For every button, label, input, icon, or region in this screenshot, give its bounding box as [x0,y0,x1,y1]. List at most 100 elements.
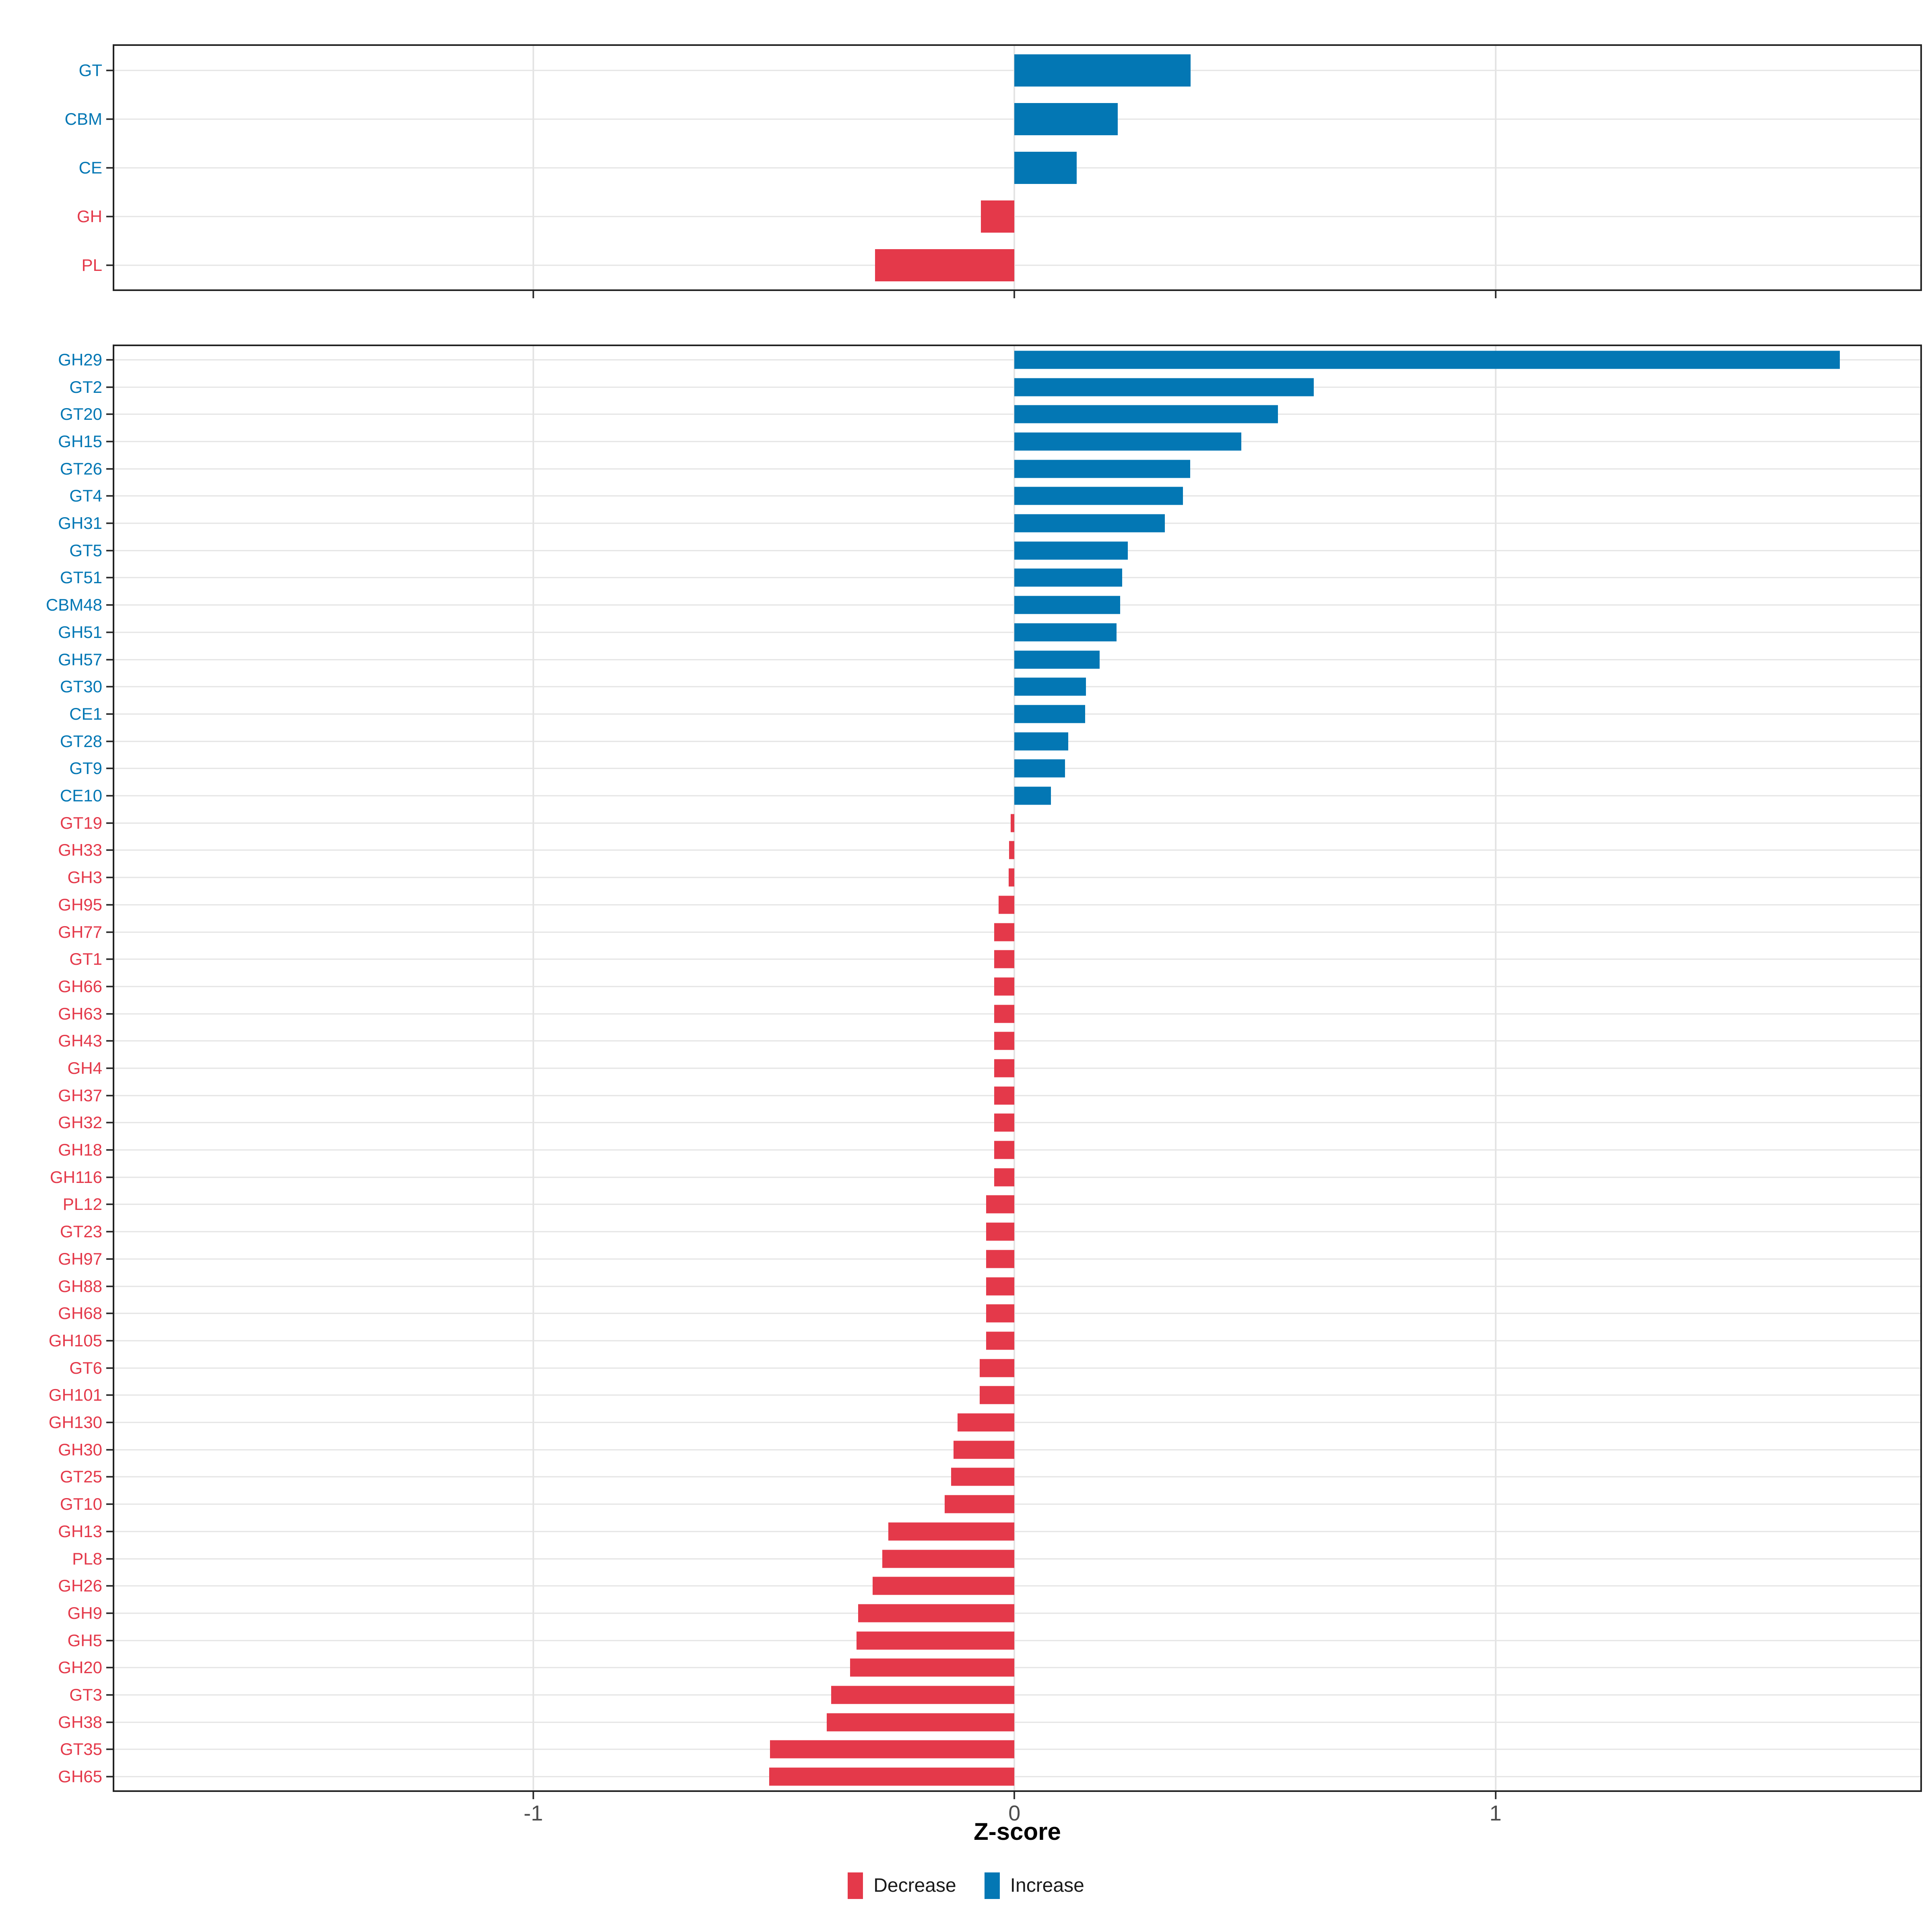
x-tick-1 [1494,1792,1496,1799]
category-label-GT35: GT35 [60,1740,102,1759]
category-label-GH3: GH3 [67,868,102,887]
category-label-GT26: GT26 [60,459,102,478]
h-gridline [114,1422,1920,1423]
bar-GH43 [994,1032,1015,1050]
bar-GT51 [1014,568,1123,587]
y-tick-CE1 [106,713,113,715]
category-label-GT30: GT30 [60,677,102,696]
category-label-GT28: GT28 [60,731,102,751]
y-tick-GH18 [106,1149,113,1151]
category-label-GT9: GT9 [69,759,102,778]
y-tick-GH4 [106,1067,113,1069]
bar-GH4 [994,1059,1015,1077]
bar-PL12 [986,1195,1015,1214]
y-tick-GH77 [106,931,113,933]
y-tick-GT2 [106,386,113,388]
bar-GT2 [1014,378,1314,396]
y-tick-GT [106,69,113,71]
bar-GH66 [994,977,1015,996]
h-gridline [114,1013,1920,1015]
bar-GT1 [994,950,1015,968]
bar-GH77 [994,923,1015,941]
h-gridline [114,1095,1920,1096]
bar-GT28 [1014,732,1069,751]
category-label-GH105: GH105 [48,1331,102,1350]
y-tick-GT35 [106,1748,113,1750]
bar-CBM48 [1014,596,1121,614]
category-label-GH13: GH13 [58,1521,102,1541]
bar-GH63 [994,1005,1015,1023]
legend-label-increase: Increase [1010,1875,1084,1896]
bar-GH32 [994,1113,1015,1132]
bar-GH116 [994,1168,1015,1187]
bar-GT35 [770,1740,1015,1759]
category-label-GT25: GT25 [60,1467,102,1486]
bar-GH105 [986,1331,1015,1350]
h-gridline [114,1449,1920,1451]
category-label-GH15: GH15 [58,431,102,451]
bar-GH [980,200,1015,233]
bar-GH37 [994,1086,1015,1105]
bar-GH13 [888,1522,1015,1541]
h-gridline [114,1231,1920,1232]
category-label-GT: GT [78,60,102,80]
y-tick-GH95 [106,904,113,906]
h-gridline [114,1367,1920,1369]
category-label-GT3: GT3 [69,1685,102,1705]
y-tick-GT26 [106,468,113,470]
bar-GH130 [958,1413,1015,1432]
bar-PL8 [882,1550,1015,1568]
h-gridline [114,877,1920,878]
legend-label-decrease: Decrease [873,1875,956,1896]
y-tick-GH31 [106,522,113,524]
y-tick-GH63 [106,1013,113,1015]
h-gridline [114,1203,1920,1205]
y-tick-PL [106,264,113,266]
y-tick-GT1 [106,958,113,960]
y-tick-GH15 [106,440,113,442]
y-tick-GH37 [106,1094,113,1096]
category-label-GH97: GH97 [58,1249,102,1268]
x-tick-1 [1494,291,1496,298]
h-gridline [114,1612,1920,1614]
h-gridline [114,1667,1920,1668]
category-label-CBM: CBM [64,109,102,128]
h-gridline [114,1258,1920,1260]
y-tick-PL8 [106,1558,113,1560]
h-gridline [114,1503,1920,1505]
category-label-GH68: GH68 [58,1304,102,1323]
bar-GH57 [1014,650,1100,669]
h-gridline [114,1286,1920,1287]
bar-GT26 [1014,460,1190,478]
category-label-GH66: GH66 [58,976,102,996]
bar-CE [1014,151,1077,184]
category-label-GH18: GH18 [58,1140,102,1160]
y-tick-GH3 [106,877,113,879]
category-label-GT1: GT1 [69,949,102,969]
y-tick-GH33 [106,849,113,851]
category-label-GT5: GT5 [69,541,102,560]
bottom-panel-cazyme-families: GH29 GT2 GT20 GH15 GT26 GT4 GH31 GT5 GT51 CBM48 GH… [46,345,1922,1824]
bar-GH51 [1014,623,1117,642]
category-label-PL: PL [81,255,102,275]
h-gridline [114,1640,1920,1641]
x-tick-0 [1013,1792,1016,1799]
bar-GH5 [857,1631,1015,1650]
h-gridline [114,1149,1920,1151]
bar-GT4 [1014,487,1183,505]
bar-GH29 [1014,351,1840,369]
h-gridline [114,1721,1920,1723]
h-gridline [114,1394,1920,1396]
category-label-GH101: GH101 [48,1385,102,1405]
y-tick-GH26 [106,1585,113,1587]
y-tick-GT3 [106,1694,113,1696]
bar-GT19 [1010,814,1015,832]
category-label-GH20: GH20 [58,1658,102,1677]
h-gridline [114,216,1920,217]
category-label-GH30: GH30 [58,1440,102,1459]
category-label-PL8: PL8 [72,1549,102,1568]
y-tick-GT30 [106,686,113,688]
h-gridline [114,1067,1920,1069]
bar-GH26 [872,1577,1015,1595]
bar-CE1 [1014,705,1086,723]
